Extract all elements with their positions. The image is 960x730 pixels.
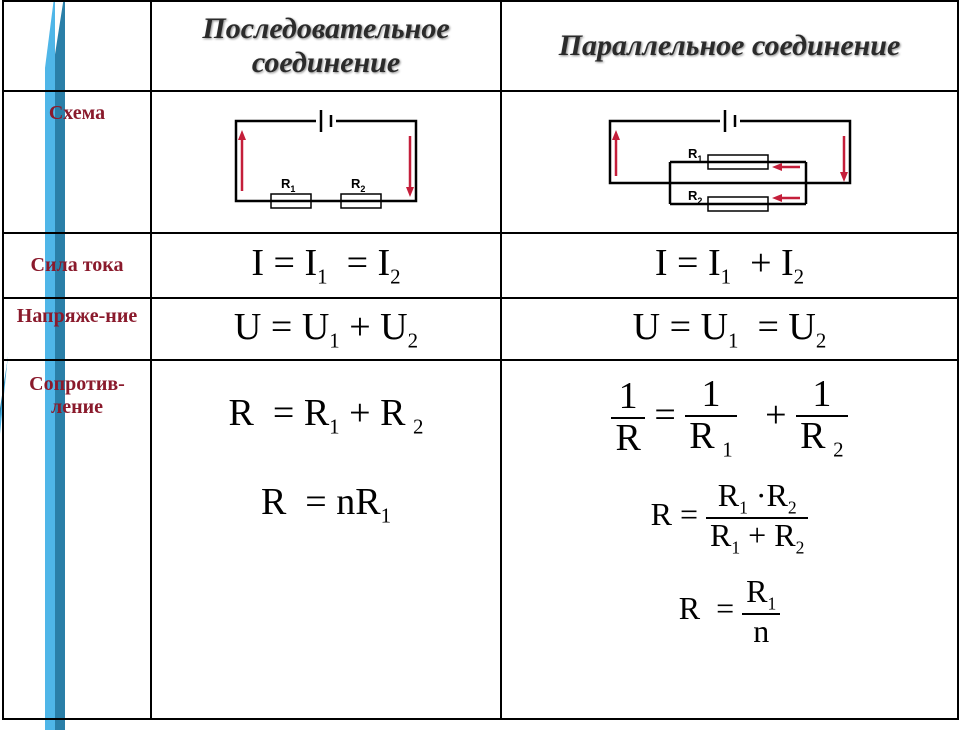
r2-label: R2 <box>351 176 365 194</box>
circuit-parallel-icon: R1 R2 <box>540 96 920 228</box>
formula-series-resistance: R = R1 + R 2 R = nR1 <box>151 360 501 719</box>
header-empty <box>3 1 151 91</box>
formula-parallel-voltage: U = U1 = U2 <box>501 298 958 360</box>
row-voltage: Напряже-ние U = U1 + U2 U = U1 = U2 <box>3 298 958 360</box>
row-scheme: Схема R1 R2 <box>3 91 958 233</box>
header-row: Последовательное соединение Параллельное… <box>3 1 958 91</box>
scheme-parallel: R1 R2 <box>501 91 958 233</box>
row-current: Сила тока I = I1 = I2 I = I1 + I2 <box>3 233 958 298</box>
label-voltage: Напряже-ние <box>3 298 151 360</box>
header-series: Последовательное соединение <box>151 1 501 91</box>
label-scheme: Схема <box>3 91 151 233</box>
circuit-series-icon: R1 R2 <box>176 96 476 228</box>
r1-label: R1 <box>281 176 295 194</box>
row-resistance: Сопротив-ление R = R1 + R 2 R = nR1 1R =… <box>3 360 958 719</box>
label-resistance: Сопротив-ление <box>3 360 151 719</box>
formula-parallel-resistance: 1R = 1R 1 + 1R 2 R = R1 ·R2 R1 + R2 R = … <box>501 360 958 719</box>
formula-series-voltage: U = U1 + U2 <box>151 298 501 360</box>
formula-parallel-current: I = I1 + I2 <box>501 233 958 298</box>
scheme-series: R1 R2 <box>151 91 501 233</box>
header-parallel: Параллельное соединение <box>501 1 958 91</box>
label-current: Сила тока <box>3 233 151 298</box>
formula-series-current: I = I1 = I2 <box>151 233 501 298</box>
comparison-table: Последовательное соединение Параллельное… <box>2 0 959 720</box>
